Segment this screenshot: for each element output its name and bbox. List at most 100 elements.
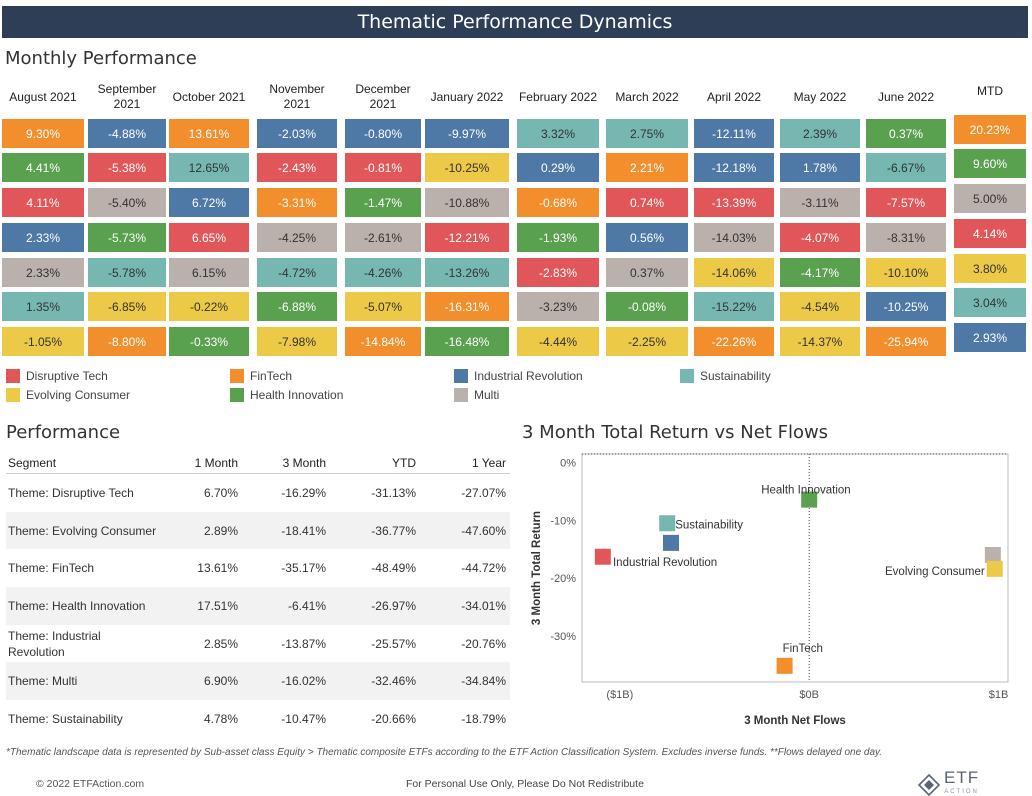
heatmap-cell[interactable]: 2.33% — [2, 223, 84, 252]
heatmap-cell[interactable]: -4.26% — [345, 258, 421, 287]
heatmap-cell[interactable]: 4.11% — [2, 188, 84, 217]
heatmap-cell[interactable]: -13.26% — [425, 258, 509, 287]
column-header[interactable]: 1 Month — [194, 455, 238, 470]
column-header[interactable]: 3 Month — [282, 455, 326, 470]
heatmap-cell[interactable]: -1.93% — [517, 223, 599, 252]
legend-item[interactable]: Industrial Revolution — [454, 369, 583, 383]
heatmap-cell[interactable]: -5.78% — [88, 258, 166, 287]
heatmap-cell[interactable]: -10.25% — [425, 153, 509, 182]
heatmap-cell[interactable]: -10.10% — [866, 258, 946, 287]
heatmap-cell[interactable]: 0.29% — [517, 153, 599, 182]
heatmap-cell[interactable]: 9.30% — [2, 119, 84, 148]
heatmap-cell[interactable]: 2.21% — [606, 153, 688, 182]
heatmap-cell[interactable]: 4.41% — [2, 153, 84, 182]
heatmap-cell[interactable]: -15.22% — [694, 292, 774, 321]
heatmap-cell[interactable]: 0.74% — [606, 188, 688, 217]
heatmap-cell[interactable]: -25.94% — [866, 327, 946, 356]
legend-item[interactable]: FinTech — [230, 369, 292, 383]
heatmap-cell[interactable]: -2.03% — [257, 119, 337, 148]
heatmap-cell[interactable]: -10.88% — [425, 188, 509, 217]
heatmap-cell[interactable]: 12.65% — [169, 153, 249, 182]
heatmap-cell[interactable]: -7.57% — [866, 188, 946, 217]
heatmap-cell[interactable]: 0.37% — [866, 119, 946, 148]
heatmap-cell[interactable]: -6.67% — [866, 153, 946, 182]
heatmap-cell[interactable]: -4.25% — [257, 223, 337, 252]
heatmap-cell[interactable]: -2.83% — [517, 258, 599, 287]
segment-cell: Theme: Health Innovation — [8, 598, 146, 613]
heatmap-cell[interactable]: -2.43% — [257, 153, 337, 182]
heatmap-cell[interactable]: -5.07% — [345, 292, 421, 321]
heatmap-cell[interactable]: -12.11% — [694, 119, 774, 148]
heatmap-cell[interactable]: -4.44% — [517, 327, 599, 356]
legend-item[interactable]: Health Innovation — [230, 388, 343, 402]
heatmap-cell[interactable]: 6.72% — [169, 188, 249, 217]
heatmap-cell[interactable]: -3.11% — [780, 188, 860, 217]
heatmap-cell[interactable]: -14.84% — [345, 327, 421, 356]
heatmap-cell[interactable]: 2.75% — [606, 119, 688, 148]
column-header[interactable]: Segment — [8, 455, 57, 470]
heatmap-cell[interactable]: 3.32% — [517, 119, 599, 148]
heatmap-cell[interactable]: -6.88% — [257, 292, 337, 321]
heatmap-cell[interactable]: -7.98% — [257, 327, 337, 356]
heatmap-cell[interactable]: -9.97% — [425, 119, 509, 148]
heatmap-cell[interactable]: -14.03% — [694, 223, 774, 252]
heatmap-cell[interactable]: 6.65% — [169, 223, 249, 252]
heatmap-cell[interactable]: -16.48% — [425, 327, 509, 356]
heatmap-cell[interactable]: -8.31% — [866, 223, 946, 252]
heatmap-cell[interactable]: 13.61% — [169, 119, 249, 148]
heatmap-cell[interactable]: 20.23% — [954, 115, 1026, 144]
heatmap-cell[interactable]: -16.31% — [425, 292, 509, 321]
heatmap-cell[interactable]: 1.78% — [780, 153, 860, 182]
heatmap-cell[interactable]: 2.39% — [780, 119, 860, 148]
heatmap-cell[interactable]: -2.61% — [345, 223, 421, 252]
heatmap-cell[interactable]: -0.68% — [517, 188, 599, 217]
heatmap-cell[interactable]: 4.14% — [954, 219, 1026, 248]
legend-item[interactable]: Multi — [454, 388, 499, 402]
heatmap-cell[interactable]: -6.85% — [88, 292, 166, 321]
footnote: *Thematic landscape data is represented … — [6, 747, 883, 758]
legend-item[interactable]: Evolving Consumer — [6, 388, 130, 402]
heatmap-cell[interactable]: -10.25% — [866, 292, 946, 321]
heatmap-cell[interactable]: 2.33% — [2, 258, 84, 287]
heatmap-cell[interactable]: 0.56% — [606, 223, 688, 252]
heatmap-cell[interactable]: -2.25% — [606, 327, 688, 356]
heatmap-cell[interactable]: -4.72% — [257, 258, 337, 287]
heatmap-cell[interactable]: -13.39% — [694, 188, 774, 217]
heatmap-cell[interactable]: -3.23% — [517, 292, 599, 321]
heatmap-cell[interactable]: 3.04% — [954, 288, 1026, 317]
legend-label: Sustainability — [700, 369, 771, 383]
heatmap-cell[interactable]: -1.47% — [345, 188, 421, 217]
heatmap-cell[interactable]: -12.21% — [425, 223, 509, 252]
heatmap-cell[interactable]: -0.81% — [345, 153, 421, 182]
heatmap-cell[interactable]: 2.93% — [954, 323, 1026, 352]
heatmap-cell[interactable]: 5.00% — [954, 184, 1026, 213]
heatmap-cell[interactable]: 6.15% — [169, 258, 249, 287]
heatmap-cell[interactable]: -22.26% — [694, 327, 774, 356]
heatmap-cell[interactable]: 9.60% — [954, 149, 1026, 178]
column-header[interactable]: 1 Year — [471, 455, 506, 470]
heatmap-cell[interactable]: -5.40% — [88, 188, 166, 217]
heatmap-cell[interactable]: -4.17% — [780, 258, 860, 287]
value-cell: -10.47% — [281, 711, 326, 726]
heatmap-cell[interactable]: -0.08% — [606, 292, 688, 321]
heatmap-cell[interactable]: -4.54% — [780, 292, 860, 321]
heatmap-cell[interactable]: -0.22% — [169, 292, 249, 321]
legend-item[interactable]: Disruptive Tech — [6, 369, 108, 383]
heatmap-cell[interactable]: 1.35% — [2, 292, 84, 321]
heatmap-cell[interactable]: -0.80% — [345, 119, 421, 148]
heatmap-cell[interactable]: -1.05% — [2, 327, 84, 356]
column-header[interactable]: YTD — [392, 455, 416, 470]
heatmap-cell[interactable]: -12.18% — [694, 153, 774, 182]
heatmap-cell[interactable]: -5.73% — [88, 223, 166, 252]
heatmap-cell[interactable]: -14.37% — [780, 327, 860, 356]
legend-item[interactable]: Sustainability — [680, 369, 771, 383]
heatmap-cell[interactable]: -5.38% — [88, 153, 166, 182]
heatmap-cell[interactable]: 0.37% — [606, 258, 688, 287]
heatmap-cell[interactable]: -4.88% — [88, 119, 166, 148]
heatmap-cell[interactable]: -4.07% — [780, 223, 860, 252]
heatmap-cell[interactable]: -14.06% — [694, 258, 774, 287]
heatmap-cell[interactable]: 3.80% — [954, 254, 1026, 283]
heatmap-cell[interactable]: -8.80% — [88, 327, 166, 356]
heatmap-cell[interactable]: -3.31% — [257, 188, 337, 217]
heatmap-cell[interactable]: -0.33% — [169, 327, 249, 356]
